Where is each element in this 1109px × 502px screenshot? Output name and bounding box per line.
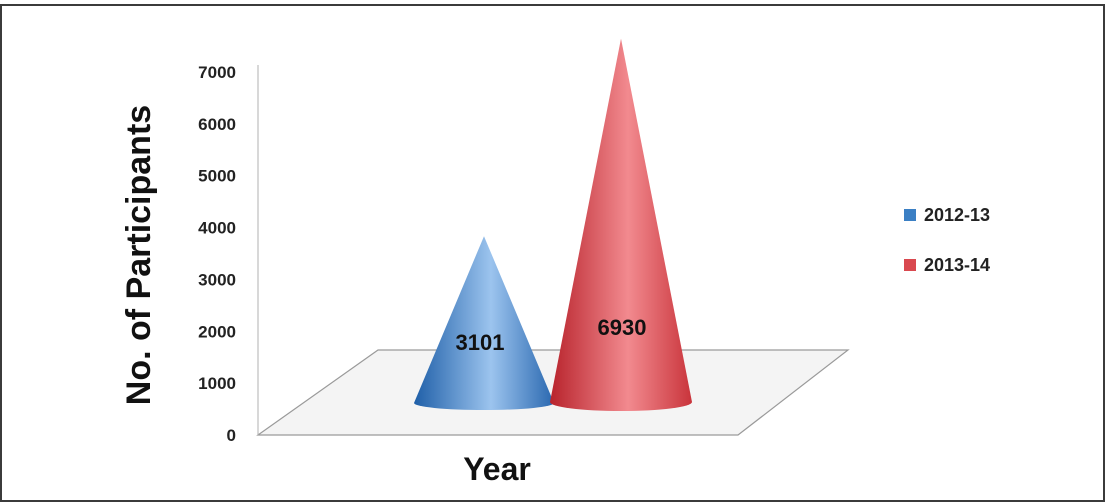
y-tick-label: 1000 bbox=[198, 374, 236, 393]
cone-2013-14 bbox=[550, 38, 692, 411]
data-label-2012-13: 3101 bbox=[456, 330, 505, 355]
y-tick-label: 5000 bbox=[198, 167, 236, 186]
y-axis-title: No. of Participants bbox=[120, 105, 158, 405]
legend-swatch-2012-13 bbox=[904, 209, 916, 221]
legend: 2012-13 2013-14 bbox=[904, 205, 990, 275]
legend-swatch-2013-14 bbox=[904, 259, 916, 271]
legend-label-2013-14: 2013-14 bbox=[924, 255, 990, 275]
y-tick-label: 3000 bbox=[198, 270, 236, 289]
cones bbox=[414, 38, 692, 411]
y-tick-labels: 0 1000 2000 3000 4000 5000 6000 7000 bbox=[198, 63, 236, 445]
data-labels: 3101 6930 bbox=[456, 315, 647, 355]
legend-label-2012-13: 2012-13 bbox=[924, 205, 990, 225]
data-label-2013-14: 6930 bbox=[598, 315, 647, 340]
cone-2012-13 bbox=[414, 236, 554, 410]
y-tick-label: 7000 bbox=[198, 63, 236, 82]
y-tick-label: 6000 bbox=[198, 115, 236, 134]
y-tick-label: 4000 bbox=[198, 219, 236, 238]
x-axis-title: Year bbox=[463, 451, 531, 487]
y-tick-label: 0 bbox=[227, 426, 236, 445]
y-tick-label: 2000 bbox=[198, 322, 236, 341]
